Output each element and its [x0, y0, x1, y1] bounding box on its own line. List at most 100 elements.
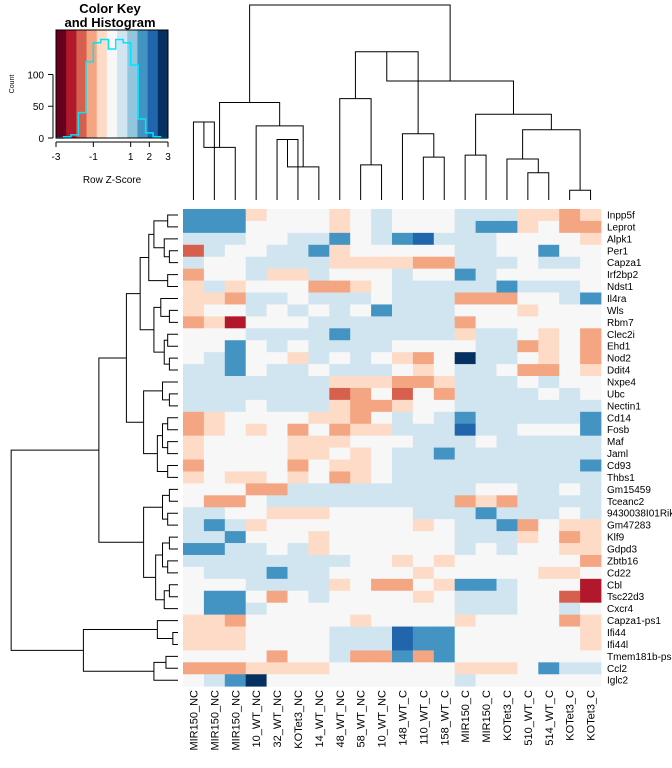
heatmap-cell [287, 471, 309, 484]
heatmap-cell [245, 399, 267, 413]
row-dendrogram-branch [163, 238, 178, 258]
heatmap-cell [517, 471, 539, 484]
heatmap-cell [266, 292, 288, 305]
heatmap-cell [433, 447, 456, 460]
heatmap-cell [517, 578, 539, 592]
heatmap-cell [350, 471, 372, 484]
heatmap-cell [538, 328, 560, 341]
heatmap-cell [433, 423, 456, 437]
heatmap-cell [287, 638, 309, 651]
heatmap-cell [183, 590, 205, 604]
heatmap-cell [454, 531, 476, 544]
heatmap-cell [203, 447, 226, 460]
heatmap-cell [517, 590, 539, 604]
heatmap-cell [203, 411, 226, 425]
heatmap-cell [350, 638, 372, 651]
heatmap-cell [559, 650, 581, 663]
heatmap-cell [412, 674, 435, 687]
heatmap-cell [580, 662, 602, 675]
heatmap-cell [538, 543, 560, 556]
heatmap-cell [308, 387, 330, 401]
heatmap-cell [183, 423, 205, 437]
heatmap-cell [350, 590, 372, 604]
heatmap-cell [559, 292, 581, 305]
heatmap-cell [245, 554, 267, 568]
heatmap-cell [203, 602, 226, 616]
heatmap-cell [287, 280, 309, 293]
heatmap-cell [392, 232, 414, 246]
column-label: 58_WT_NC [356, 690, 368, 748]
heatmap-cell [245, 543, 267, 556]
heatmap-cell [475, 662, 497, 675]
heatmap-cell [224, 638, 247, 651]
heatmap-cell [245, 292, 267, 305]
heatmap-cell [580, 399, 602, 413]
heatmap-cell [559, 387, 581, 401]
heatmap-cell [203, 471, 226, 484]
heatmap-cell [433, 411, 456, 425]
heatmap-cell [203, 495, 226, 508]
heatmap-cell [538, 614, 560, 627]
heatmap-cell [308, 364, 330, 377]
heatmap-cell [559, 626, 581, 639]
heatmap-cell [224, 232, 247, 246]
heatmap-cell [371, 662, 393, 675]
heatmap-cell [454, 423, 476, 437]
heatmap-cell [224, 483, 247, 496]
row-label: Irf2bp2 [607, 270, 639, 281]
heatmap-cell [454, 674, 476, 687]
heatmap-cell [392, 483, 414, 496]
heatmap-cell [412, 423, 435, 437]
heatmap-cell [329, 387, 351, 401]
heatmap-cell [266, 638, 288, 651]
heatmap-cell [580, 220, 602, 234]
heatmap-cell [538, 590, 560, 604]
heatmap-cell [287, 256, 309, 270]
heatmap-cell [454, 292, 476, 305]
heatmap-cell [203, 626, 226, 639]
heatmap-cell [308, 578, 330, 592]
heatmap-cell [580, 543, 602, 556]
row-label: Klf9 [607, 533, 625, 544]
heatmap-cell [245, 232, 267, 246]
heatmap-cell [454, 519, 476, 532]
heatmap-cell [580, 364, 602, 377]
heatmap-cell [517, 650, 539, 663]
heatmap-cell [329, 507, 351, 520]
heatmap-cell [559, 232, 581, 246]
heatmap-cell [475, 232, 497, 246]
heatmap-cell [350, 256, 372, 270]
heatmap-cell [392, 387, 414, 401]
row-label: Rbm7 [607, 318, 634, 329]
heatmap-cell [517, 459, 539, 472]
heatmap-cell [308, 531, 330, 544]
heatmap-cell [371, 387, 393, 401]
heatmap-cell [392, 662, 414, 675]
heatmap-cell [371, 435, 393, 448]
heatmap-cell [245, 459, 267, 472]
heatmap-cell [224, 423, 247, 437]
heatmap-cell [559, 471, 581, 484]
row-dendrogram-branch [167, 441, 178, 455]
heatmap-cell [496, 364, 518, 377]
row-dendrogram-branch [168, 250, 178, 264]
heatmap-cell [245, 614, 267, 627]
heatmap-cell [371, 590, 393, 604]
heatmap-cell [496, 340, 518, 353]
heatmap-cell [203, 280, 226, 293]
heatmap-cell [350, 304, 372, 317]
heatmap-cell [329, 292, 351, 305]
heatmap-cell [454, 304, 476, 317]
heatmap-cell [454, 376, 476, 389]
heatmap-cell [433, 328, 456, 341]
heatmap-cell [350, 507, 372, 520]
heatmap-cell [475, 459, 497, 472]
heatmap-cell [538, 674, 560, 687]
heatmap-cell [224, 650, 247, 663]
heatmap-cell [433, 220, 456, 234]
heatmap-cell [496, 387, 518, 401]
heatmap-cell [412, 399, 435, 413]
heatmap-cell [350, 459, 372, 472]
heatmap-cell [580, 387, 602, 401]
heatmap-cell [308, 590, 330, 604]
